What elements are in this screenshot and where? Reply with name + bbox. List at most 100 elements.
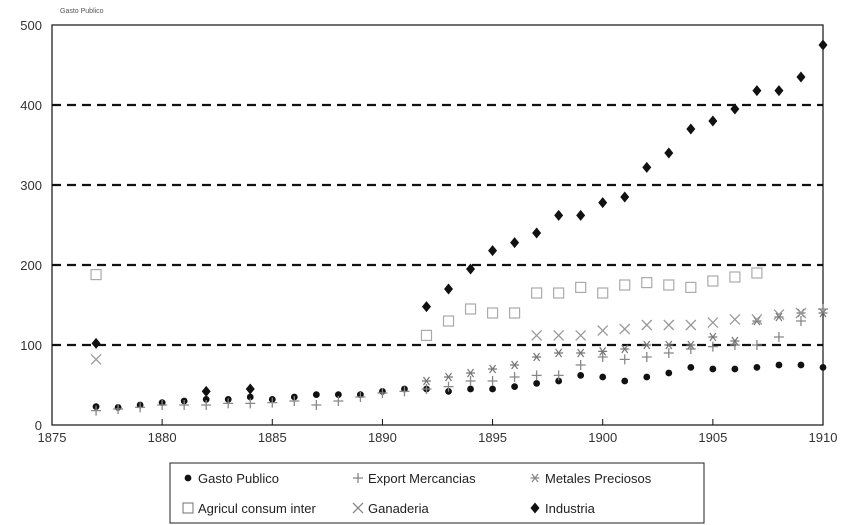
data-point xyxy=(729,313,741,325)
data-point xyxy=(399,386,410,397)
data-point xyxy=(641,319,653,331)
data-point xyxy=(487,376,498,386)
data-point xyxy=(818,39,828,51)
data-point xyxy=(486,307,499,319)
x-tick-label: 1875 xyxy=(38,430,67,445)
legend-label: Export Mercancias xyxy=(368,471,476,486)
data-point xyxy=(467,385,474,393)
data-point xyxy=(531,329,543,341)
legend-marker xyxy=(184,474,192,482)
data-point xyxy=(795,316,806,326)
data-point xyxy=(532,227,542,239)
data-point xyxy=(334,391,342,398)
data-point xyxy=(797,361,805,369)
data-point xyxy=(442,315,455,327)
data-point xyxy=(664,147,674,159)
x-tick-label: 1885 xyxy=(258,430,287,445)
data-point xyxy=(643,373,651,381)
data-point xyxy=(753,364,761,371)
plot-area xyxy=(51,24,824,426)
data-point xyxy=(729,271,741,283)
data-point xyxy=(730,103,740,115)
data-point xyxy=(621,377,629,385)
data-point xyxy=(599,373,607,381)
data-point xyxy=(201,385,211,397)
data-point xyxy=(707,341,718,352)
legend-entry-4: Ganaderia xyxy=(352,501,429,516)
y-tick-label: 200 xyxy=(20,258,42,273)
data-point xyxy=(510,237,520,249)
data-point xyxy=(554,209,564,221)
x-tick-label: 1890 xyxy=(368,430,397,445)
data-point xyxy=(421,376,431,386)
data-point xyxy=(752,85,762,97)
data-point xyxy=(465,376,476,386)
data-point xyxy=(619,323,631,335)
axis-ticks: 0 100 200 300 400 500 1875 1880 1885 1890 1895 1900… xyxy=(20,18,837,445)
data-point xyxy=(597,325,609,337)
data-point xyxy=(752,316,762,326)
data-point xyxy=(289,396,300,406)
y-tick-label: 500 xyxy=(20,18,42,33)
data-point xyxy=(443,381,454,392)
legend: Gasto Publico Export Mercancias Metales Pr… xyxy=(169,462,705,524)
data-point xyxy=(466,368,476,378)
legend-marker xyxy=(182,502,194,514)
data-point xyxy=(709,365,717,373)
data-point xyxy=(775,361,783,369)
data-point xyxy=(488,364,498,374)
data-point xyxy=(90,353,102,365)
data-point xyxy=(796,71,806,83)
legend-box xyxy=(169,462,705,524)
data-point xyxy=(773,332,784,342)
data-point xyxy=(179,400,190,410)
grid-lines xyxy=(52,103,823,347)
data-point xyxy=(223,398,234,409)
data-point xyxy=(246,393,254,401)
x-tick-label: 1905 xyxy=(698,430,727,445)
legend-marker xyxy=(530,502,540,514)
legend-label: Ganaderia xyxy=(368,501,429,516)
data-point xyxy=(421,384,432,394)
data-point xyxy=(355,392,366,402)
series-3 xyxy=(90,267,763,341)
data-point xyxy=(533,380,541,387)
legend-entry-2: Metales Preciosos xyxy=(530,471,652,486)
series-2 xyxy=(421,308,828,386)
data-point xyxy=(597,352,608,362)
data-point xyxy=(707,275,719,287)
data-point xyxy=(464,303,477,315)
data-point xyxy=(597,287,609,299)
data-point xyxy=(554,348,564,358)
data-point xyxy=(553,287,565,299)
legend-marker xyxy=(530,473,540,483)
data-point xyxy=(532,352,542,362)
data-point xyxy=(444,372,454,382)
legend-label: Metales Preciosos xyxy=(545,471,652,486)
data-point xyxy=(663,319,675,331)
data-point xyxy=(598,197,608,209)
data-point xyxy=(311,400,322,410)
data-point xyxy=(509,307,521,319)
data-point xyxy=(641,277,653,289)
series-0 xyxy=(92,361,827,411)
data-point xyxy=(377,388,388,398)
data-point xyxy=(686,340,696,350)
data-point xyxy=(421,301,431,313)
data-point xyxy=(488,245,498,257)
data-point xyxy=(577,372,585,379)
x-tick-label: 1910 xyxy=(809,430,838,445)
y-tick-label: 0 xyxy=(35,418,42,433)
data-point xyxy=(751,340,762,350)
data-point xyxy=(511,383,518,390)
legend-label: Gasto Publico xyxy=(198,471,279,486)
data-point xyxy=(576,209,586,221)
top-note: Gasto Publico xyxy=(60,8,104,15)
legend-entry-0: Gasto Publico xyxy=(184,471,279,486)
data-point xyxy=(553,370,564,381)
data-point xyxy=(245,383,255,395)
data-point xyxy=(663,348,674,358)
data-point xyxy=(773,309,785,321)
legend-entry-5: Industria xyxy=(530,501,596,516)
data-point xyxy=(135,402,146,413)
